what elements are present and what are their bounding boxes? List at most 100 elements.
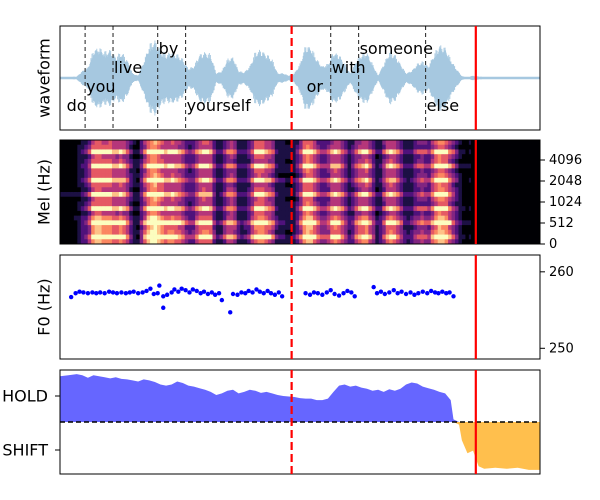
mel-cell: [150, 206, 154, 212]
mel-cell: [84, 229, 89, 235]
mel-cell: [385, 192, 390, 198]
mel-cell: [430, 187, 435, 193]
mel-cell: [340, 140, 345, 146]
mel-cell: [423, 196, 428, 202]
f0-point: [261, 291, 266, 296]
mel-cell: [430, 144, 435, 150]
mel-cell: [292, 192, 297, 198]
mel-cell: [434, 206, 439, 212]
mel-cell: [195, 182, 200, 188]
mel-cell: [160, 173, 165, 179]
f0-point: [169, 290, 174, 295]
mel-cell: [215, 177, 220, 183]
mel-cell: [160, 192, 165, 198]
mel-cell: [243, 182, 248, 188]
mel-cell: [399, 215, 404, 221]
mel-cell: [434, 177, 439, 183]
mel-cell: [132, 206, 137, 212]
mel-cell: [420, 144, 425, 150]
mel-cell: [215, 220, 220, 226]
mel-cell: [250, 234, 255, 240]
mel-cell: [420, 229, 425, 235]
mel-cell: [153, 144, 158, 150]
mel-cell: [371, 239, 376, 245]
mel-cell: [368, 220, 373, 226]
mel-cell: [385, 229, 390, 235]
mel-cell: [430, 182, 435, 188]
mel-cell: [378, 225, 383, 231]
waveform-trace: [59, 40, 541, 116]
mel-cell: [229, 196, 234, 202]
mel-cell: [375, 144, 380, 150]
mel-cell: [91, 154, 96, 160]
mel-cell: [94, 173, 99, 179]
mel-cell: [358, 192, 362, 198]
mel-cell: [434, 234, 439, 240]
mel-cell: [125, 144, 130, 150]
mel-cell: [434, 192, 439, 198]
mel-cell: [184, 187, 189, 193]
mel-cell: [143, 239, 148, 245]
mel-cell: [94, 215, 99, 221]
mel-cell: [465, 229, 470, 235]
mel-cell: [215, 192, 220, 198]
mel-cell: [468, 225, 473, 231]
mel-cell: [437, 182, 442, 188]
mel-cell: [125, 158, 130, 165]
mel-cell: [205, 196, 210, 202]
mel-cell: [319, 140, 324, 146]
mel-cell: [84, 163, 89, 169]
mel-cell: [368, 239, 373, 245]
mel-cell: [94, 187, 99, 193]
mel-cell: [441, 144, 446, 150]
mel-cell: [292, 158, 297, 165]
mel-cell: [444, 229, 449, 235]
mel-cell: [444, 144, 449, 150]
mel-cell: [396, 177, 400, 183]
mel-cell: [77, 168, 82, 174]
mel-cell: [63, 206, 68, 212]
mel-cell: [306, 234, 310, 240]
mel-cell: [409, 229, 414, 235]
mel-cell: [399, 229, 404, 235]
mel-cell: [413, 206, 418, 212]
mel-cell: [340, 192, 345, 198]
mel-cell: [167, 201, 172, 207]
mel-cell: [243, 154, 248, 160]
mel-cell: [368, 168, 373, 174]
mel-cell: [375, 173, 380, 179]
mel-cell: [198, 168, 203, 174]
mel-cell: [409, 225, 414, 231]
mel-cell: [236, 177, 241, 183]
mel-cell: [392, 177, 397, 183]
mel-cell: [205, 192, 210, 198]
mel-cell: [382, 196, 387, 202]
mel-cell: [465, 149, 470, 155]
mel-cell: [302, 225, 307, 231]
mel-cell: [170, 210, 175, 217]
mel-cell: [174, 229, 179, 235]
mel-cell: [177, 144, 182, 150]
mel-cell: [250, 144, 255, 150]
mel-cell: [292, 140, 297, 146]
mel-cell: [274, 229, 279, 235]
mel-cell: [337, 149, 342, 155]
mel-cell: [448, 140, 452, 146]
mel-cell: [195, 201, 200, 207]
mel-cell: [111, 168, 116, 174]
mel-cell: [229, 215, 234, 221]
mel-cell: [444, 206, 449, 212]
mel-cell: [278, 220, 283, 226]
mel-cell: [77, 220, 82, 226]
mel-cell: [430, 168, 435, 174]
mel-cell: [312, 158, 317, 165]
mel-cell: [191, 140, 196, 146]
mel-cell: [306, 158, 310, 165]
mel-cell: [143, 187, 148, 193]
mel-cell: [354, 215, 359, 221]
mel-cell: [136, 168, 141, 174]
mel-cell: [254, 210, 258, 217]
mel-cell: [278, 163, 283, 169]
mel-cell: [205, 215, 210, 221]
mel-cell: [143, 163, 148, 169]
